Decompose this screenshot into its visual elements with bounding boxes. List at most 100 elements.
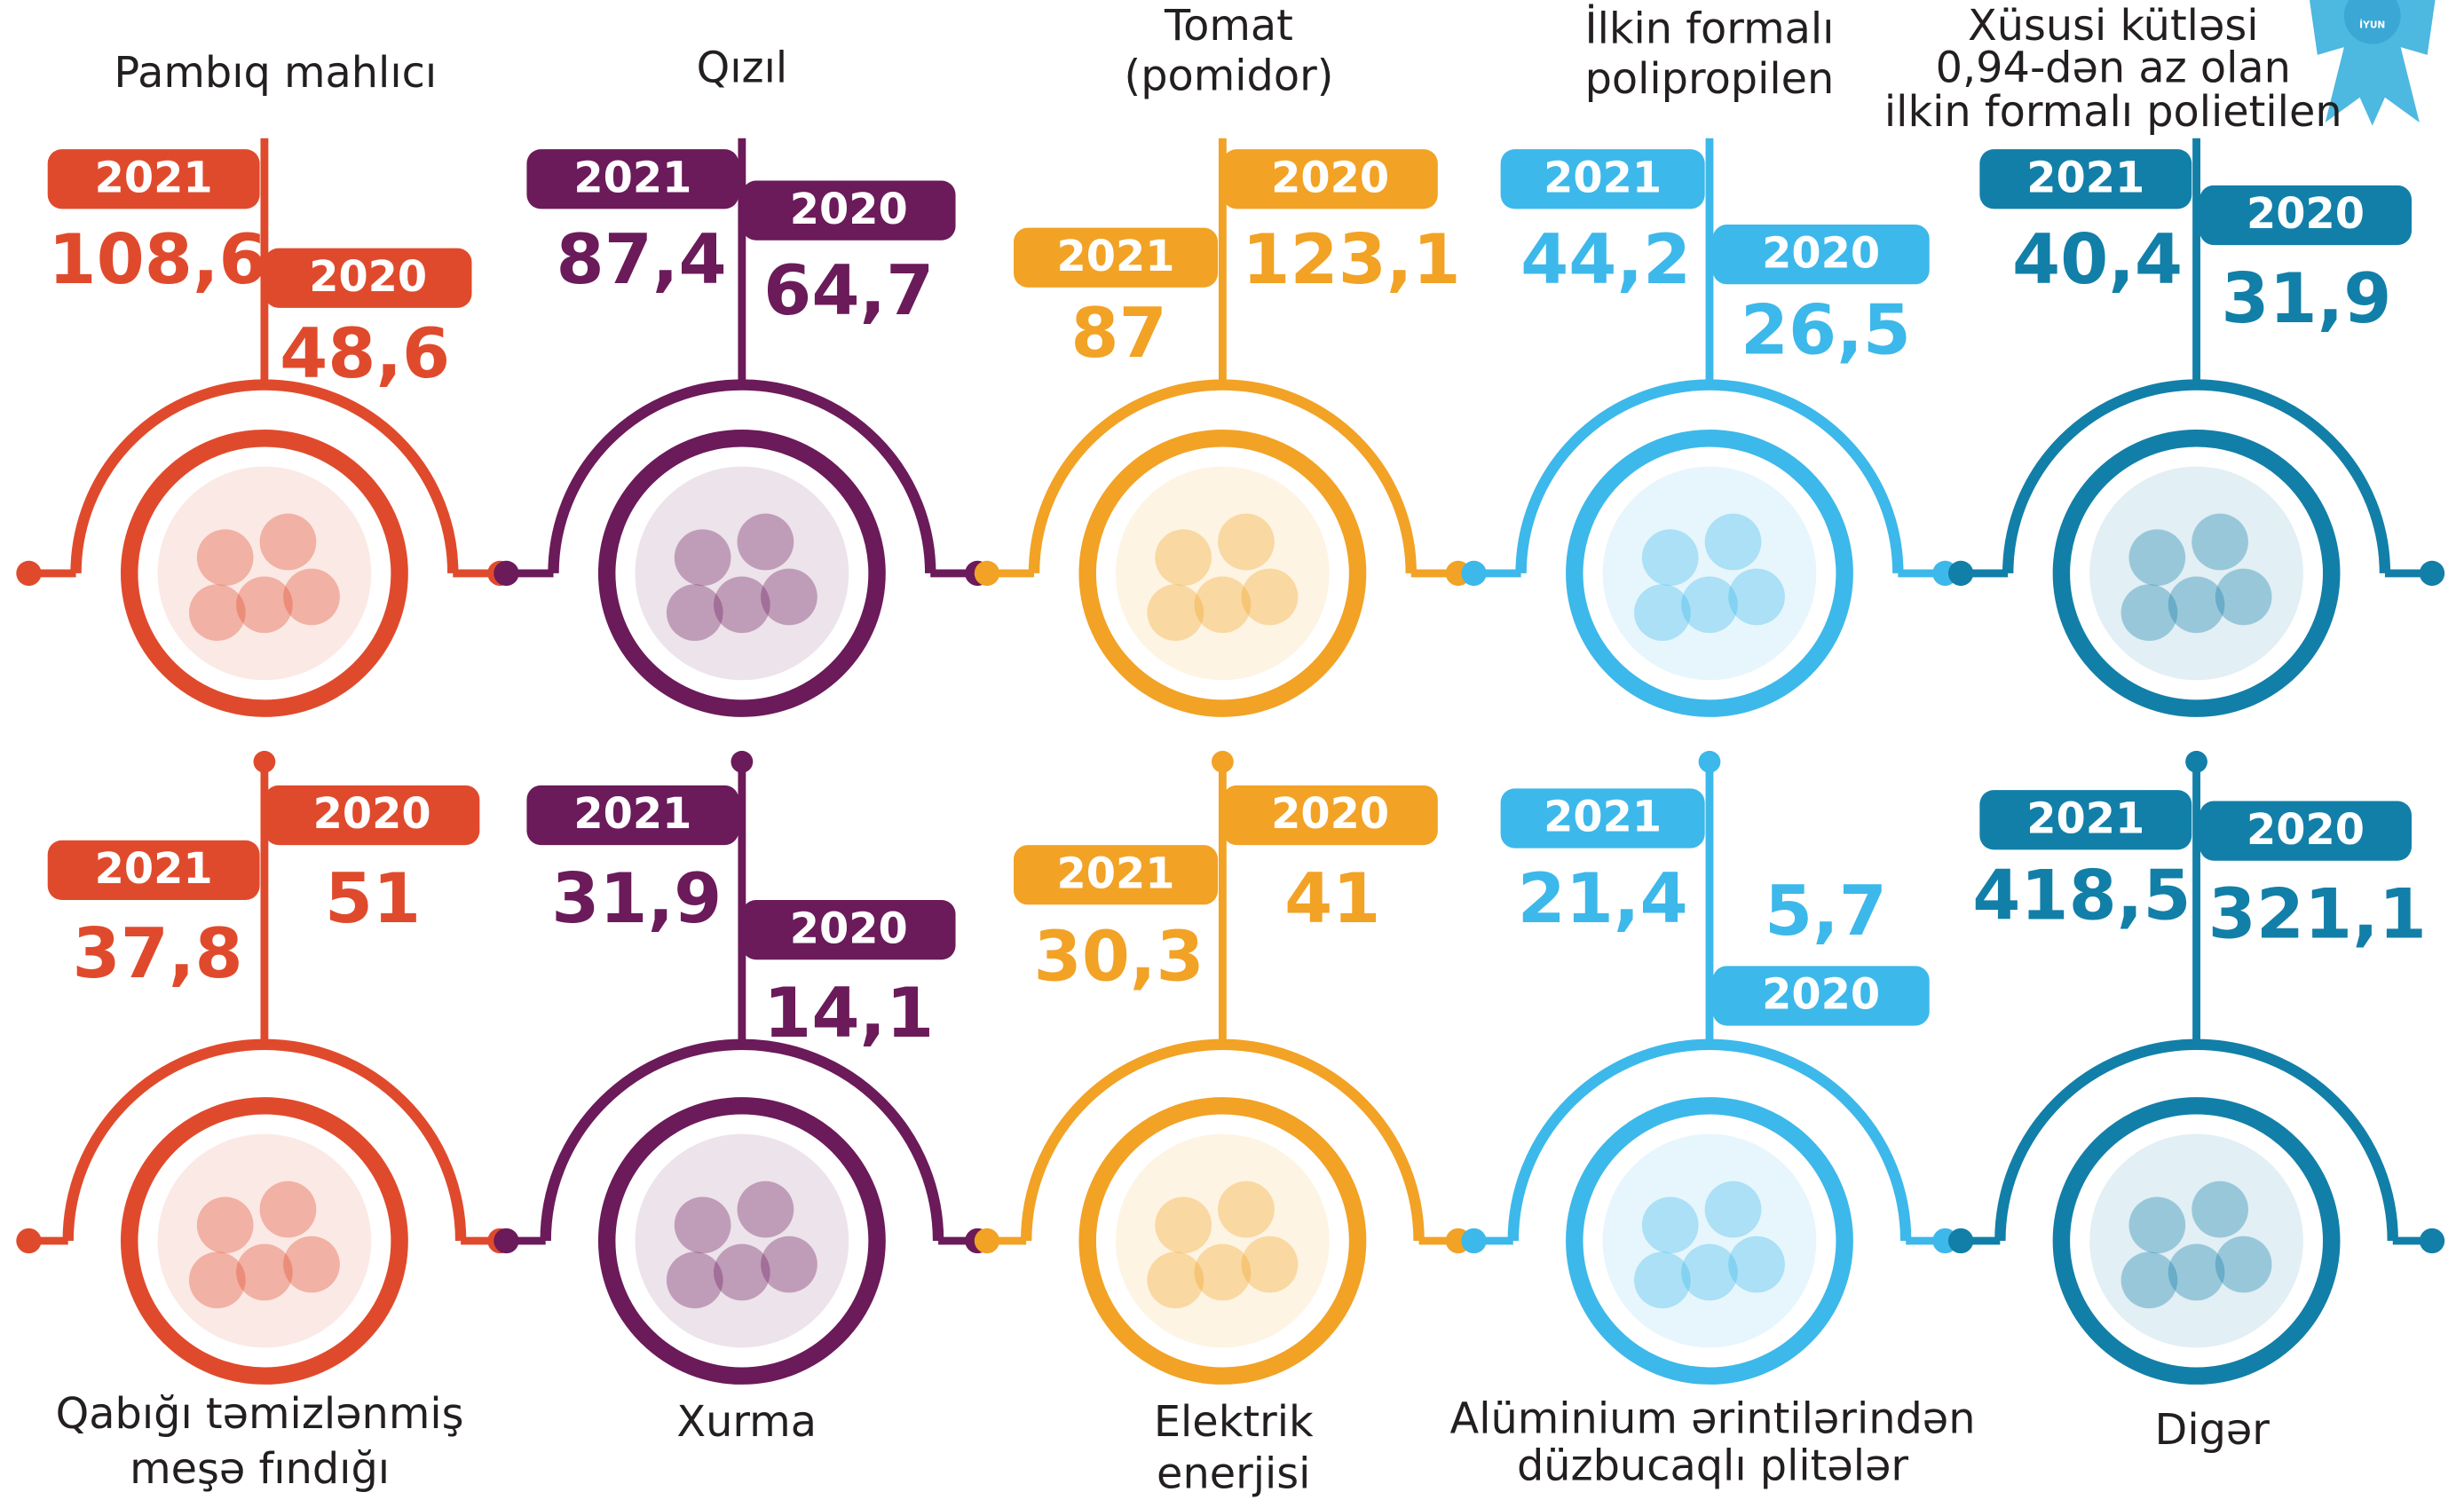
year-tag: [1979, 149, 2192, 209]
year-tag: [741, 180, 956, 241]
value-label: 321,1: [2208, 875, 2427, 955]
badge-label: İYUN: [2359, 18, 2385, 30]
year-tag: [1222, 785, 1438, 846]
badge-ribbon: [2309, 0, 2436, 126]
picture: [635, 1133, 849, 1348]
value-label: 418,5: [1972, 856, 2191, 936]
picture-detail: [2128, 1196, 2186, 1254]
year-label: 2021: [573, 790, 691, 839]
year-label: 2020: [313, 790, 431, 839]
arm-dot: [974, 560, 1000, 587]
arm-dot: [2419, 1228, 2445, 1254]
item-name: Qabığı təmizlənmiş: [56, 1390, 464, 1439]
picture-detail: [196, 529, 254, 587]
connector-dot: [731, 750, 754, 773]
item-name: Qızıl: [697, 44, 787, 93]
arm-dot: [1461, 560, 1487, 587]
year-label: 2021: [2026, 154, 2144, 203]
item-name: İlkin formalı: [1584, 4, 1834, 53]
item: 2021 418,5 2020 321,1 Digər: [1947, 750, 2445, 1455]
picture-detail: [1155, 529, 1212, 587]
value-label: 40,4: [2012, 220, 2183, 300]
value-label: 21,4: [1518, 859, 1688, 939]
value-label: 51: [325, 859, 421, 939]
badge: İYUN: [2309, 0, 2436, 126]
connector-dot: [2185, 750, 2207, 773]
picture: [1602, 466, 1817, 681]
arm-dot: [1947, 560, 1974, 587]
year-label: 2020: [1271, 154, 1389, 203]
year-tag: [526, 149, 739, 209]
inner-ring: [1078, 429, 1367, 717]
item-name: Alüminium ərintilərindən: [1450, 1395, 1976, 1444]
picture: [2089, 1133, 2303, 1348]
outer-arc: [70, 379, 459, 573]
value-label: 30,3: [1034, 917, 1204, 997]
picture-detail: [188, 584, 246, 642]
item-name: 0,94-dən az olan: [1936, 44, 2291, 93]
year-label: 2021: [95, 845, 213, 894]
value-label: 5,7: [1765, 872, 1887, 951]
year-tag: [1979, 790, 2192, 850]
arm-dot: [16, 560, 42, 587]
year-label: 2020: [2247, 806, 2365, 855]
outer-arc: [1515, 379, 1904, 573]
arm-dot: [494, 1228, 519, 1254]
item-name: Xurma: [676, 1398, 817, 1447]
picture-detail: [236, 1243, 293, 1301]
item-name: (pomidor): [1125, 51, 1334, 100]
arm-dot: [494, 560, 519, 587]
year-tag: [1014, 845, 1219, 905]
item-name: enerjisi: [1157, 1449, 1310, 1498]
badge-disc: [2343, 0, 2401, 44]
value-label: 87,4: [557, 220, 727, 300]
inner-ring: [2052, 429, 2341, 717]
value-label: 31,9: [2221, 259, 2391, 339]
picture-detail: [1704, 513, 1762, 571]
item: 2021 37,8 2020 51 Qabığı təmizlənmiş meşə fın…: [16, 750, 513, 1494]
item-name: Pambıq mahlıcı: [114, 49, 437, 98]
year-tag: [1014, 227, 1219, 288]
picture-detail: [1194, 1243, 1252, 1301]
item: 2021 108,6 2020 48,6 Pambıq mahlıcı: [16, 49, 513, 717]
year-label: 2020: [1271, 790, 1389, 839]
picture-detail: [666, 584, 723, 642]
outer-arc: [2002, 379, 2391, 573]
year-tag: [526, 785, 739, 846]
value-label: 44,2: [1520, 220, 1691, 300]
year-label: 2021: [1057, 849, 1175, 898]
year-tag: [47, 149, 260, 209]
year-label: 2021: [1057, 233, 1175, 281]
arm-dot: [1947, 1228, 1974, 1254]
year-label: 2021: [95, 154, 213, 203]
picture-detail: [1218, 513, 1275, 571]
picture-detail: [1681, 576, 1738, 634]
inner-ring: [120, 429, 408, 717]
picture-detail: [283, 1236, 340, 1293]
year-tag: [1712, 966, 1930, 1026]
year-label: 2020: [790, 186, 908, 234]
picture-detail: [1681, 1243, 1738, 1301]
picture-detail: [714, 1243, 770, 1301]
picture-detail: [666, 1251, 723, 1309]
outer-arc: [540, 1038, 944, 1242]
arm-dot: [16, 1228, 42, 1254]
picture-detail: [1194, 576, 1252, 634]
year-label: 2021: [2026, 795, 2144, 844]
picture-detail: [259, 513, 317, 571]
picture-detail: [188, 1251, 246, 1309]
item-name: Xüsusi kütləsi: [1968, 2, 2259, 51]
item: 2021 31,9 2020 14,1 Xurma: [494, 750, 991, 1447]
value-label: 87: [1070, 294, 1166, 374]
value-label: 37,8: [73, 914, 243, 994]
year-tag: [1500, 788, 1705, 849]
item: 2021 21,4 2020 5,7 Alüminium ərintilərindənd…: [1450, 750, 1976, 1491]
item-name: düzbucaqlı plitələr: [1517, 1442, 1908, 1491]
value-label: 26,5: [1741, 290, 1911, 370]
year-tag: [1500, 149, 1705, 209]
year-tag: [1712, 225, 1930, 285]
picture-detail: [1641, 529, 1699, 587]
picture-detail: [1147, 584, 1204, 642]
